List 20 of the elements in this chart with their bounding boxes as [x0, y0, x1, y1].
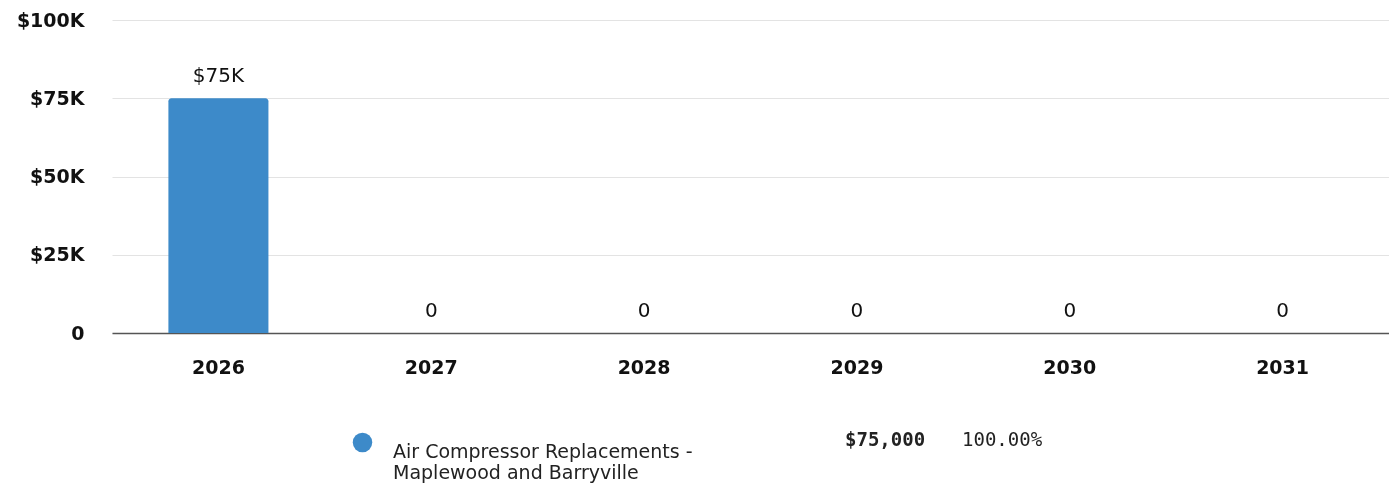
x-tick-label: 2026 [191, 355, 245, 378]
text: $75K [192, 63, 245, 88]
text: 0 [1276, 298, 1289, 322]
x-tick-label: 2028 [617, 355, 671, 378]
text: 0 [424, 298, 438, 322]
text: 100.00% [962, 428, 1043, 450]
text: 0 [637, 298, 651, 322]
x-tick-label: 2027 [404, 355, 458, 378]
x-tick-label: 2029 [830, 355, 884, 378]
legend-label: Air Compressor Replacements - Maplewood and Barryville [393, 439, 693, 483]
y-tick-label: $25K [30, 243, 86, 266]
y-tick-label: $100K [16, 8, 86, 31]
text: $75,000 [845, 428, 926, 450]
y-tick-label: $50K [30, 165, 86, 187]
text: 0 [1063, 298, 1077, 322]
text: 0 [850, 298, 864, 322]
y-tick-label: 0 [71, 321, 85, 344]
x-tick-label: 2031 [1256, 355, 1310, 378]
y-tick-label: $75K [30, 86, 86, 109]
x-tick-label: 2030 [1043, 355, 1097, 378]
